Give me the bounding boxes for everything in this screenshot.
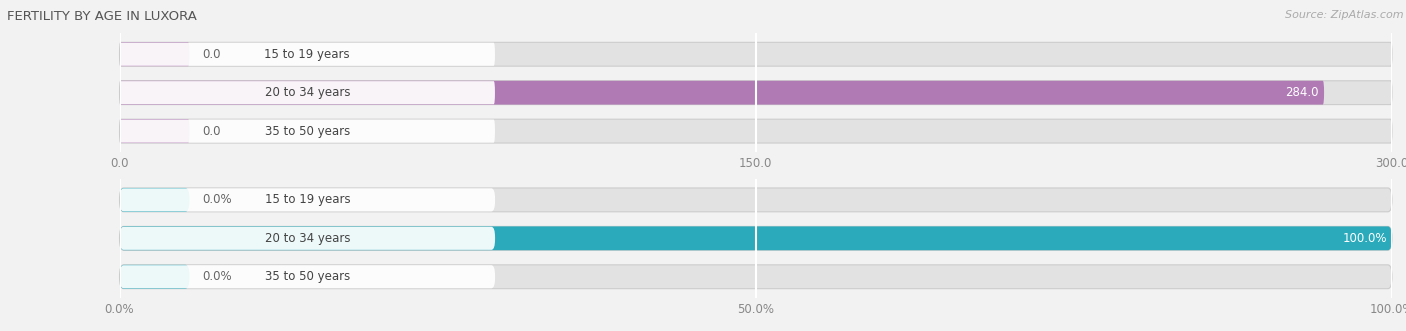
FancyBboxPatch shape [120,188,495,212]
Text: 35 to 50 years: 35 to 50 years [264,124,350,138]
FancyBboxPatch shape [120,42,1392,66]
Text: Source: ZipAtlas.com: Source: ZipAtlas.com [1285,10,1403,20]
Text: 20 to 34 years: 20 to 34 years [264,232,350,245]
FancyBboxPatch shape [120,119,495,143]
Text: 284.0: 284.0 [1285,86,1319,99]
FancyBboxPatch shape [120,265,1392,289]
Text: 15 to 19 years: 15 to 19 years [264,48,350,61]
FancyBboxPatch shape [120,226,1392,250]
Text: 100.0%: 100.0% [1343,232,1386,245]
Text: 20 to 34 years: 20 to 34 years [264,86,350,99]
FancyBboxPatch shape [120,119,1392,143]
FancyBboxPatch shape [120,188,1392,212]
FancyBboxPatch shape [120,227,495,250]
Text: 35 to 50 years: 35 to 50 years [264,270,350,283]
FancyBboxPatch shape [120,43,495,66]
FancyBboxPatch shape [120,81,495,104]
FancyBboxPatch shape [120,188,190,212]
FancyBboxPatch shape [120,226,1392,250]
FancyBboxPatch shape [120,265,190,289]
Text: 0.0%: 0.0% [202,270,232,283]
Text: FERTILITY BY AGE IN LUXORA: FERTILITY BY AGE IN LUXORA [7,10,197,23]
FancyBboxPatch shape [120,265,495,288]
FancyBboxPatch shape [120,81,1324,105]
FancyBboxPatch shape [120,81,1392,105]
Text: 0.0: 0.0 [202,48,221,61]
FancyBboxPatch shape [120,42,190,66]
FancyBboxPatch shape [120,119,190,143]
Text: 0.0%: 0.0% [202,193,232,207]
Text: 15 to 19 years: 15 to 19 years [264,193,350,207]
Text: 0.0: 0.0 [202,124,221,138]
